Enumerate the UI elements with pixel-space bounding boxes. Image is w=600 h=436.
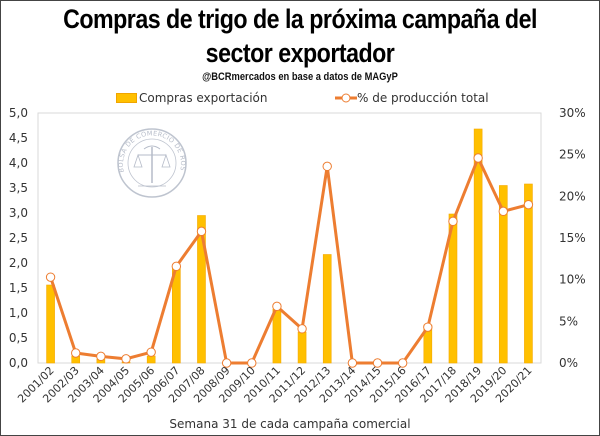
legend-bar-swatch-icon (116, 93, 137, 103)
bar-2001-02 (46, 284, 55, 364)
legend-label-line: % de producción total (357, 91, 489, 105)
legend-label-bars: Compras exportación (139, 91, 268, 105)
line-point-2006-07 (171, 261, 182, 272)
line-point-2020-21 (523, 199, 534, 210)
chart-legend: Compras exportación % de producción tota… (0, 91, 600, 107)
y-left-tick-label: 3,5 (9, 181, 28, 195)
y-right-tick-label: 30% (559, 106, 586, 120)
legend-line-marker-icon (335, 93, 357, 103)
y-left-tick-label: 1,0 (9, 306, 28, 320)
bar-2005-06 (146, 355, 156, 364)
y-right-tick-label: 5% (559, 314, 578, 328)
line-point-2010-11 (272, 301, 282, 312)
y-left-tick-label: 2,5 (9, 231, 28, 245)
y-left-tick-label: 2,0 (9, 256, 28, 270)
line-point-2001-02 (45, 272, 56, 282)
line-point-2019-20 (498, 206, 508, 217)
line-point-2011-12 (297, 324, 307, 334)
y-left-tick-label: 0,5 (9, 331, 28, 345)
bar-2007-08 (197, 215, 206, 364)
svg-text:BOLSA DE COMERCIO DE ROSARIO: BOLSA DE COMERCIO DE ROSARIO (0, 0, 187, 173)
bar-2018-19 (473, 128, 483, 364)
chart-title-line-1: Compras de trigo de la próxima campaña d… (63, 4, 537, 34)
line-point-2002-03 (71, 348, 81, 358)
legend-item-line: % de producción total (335, 91, 489, 105)
line-point-2015-16 (397, 358, 408, 368)
line-point-2016-17 (423, 322, 433, 332)
line-point-2012-13 (322, 161, 332, 172)
y-right-tick-label: 15% (559, 231, 586, 245)
chart-subtitle: @BCRmercados en base a datos de MAGyP (202, 71, 398, 83)
bar-2017-18 (448, 213, 458, 364)
chart-title-line-2: sector exportador (205, 38, 395, 68)
y-right-tick-label: 10% (559, 273, 586, 287)
watermark-text: BOLSA DE COMERCIO DE ROSARIO (0, 0, 187, 173)
bar-2006-07 (172, 266, 181, 364)
bar-2019-20 (498, 185, 508, 364)
bolsa-comercio-rosario-logo-icon: BOLSA DE COMERCIO DE ROSARIO (0, 0, 187, 198)
line-point-2014-15 (372, 358, 383, 368)
y-left-tick-label: 5,0 (9, 106, 28, 120)
line-point-2008-09 (221, 358, 232, 368)
bar-2012-13 (322, 254, 332, 364)
line-point-2003-04 (96, 351, 106, 362)
legend-item-bars: Compras exportación (116, 91, 267, 105)
line-point-2005-06 (146, 347, 156, 357)
line-point-2004-05 (121, 354, 131, 364)
bar-2011-12 (297, 331, 307, 364)
y-left-tick-label: 0,0 (9, 356, 28, 370)
y-left-tick-label: 3,0 (9, 206, 28, 220)
bar-2010-11 (272, 308, 282, 364)
y-right-tick-label: 20% (559, 189, 586, 203)
x-axis-label: Semana 31 de cada campaña comercial (169, 417, 410, 431)
y-right-tick-label: 25% (559, 148, 586, 162)
line-point-2007-08 (196, 226, 207, 237)
y-left-tick-label: 4,5 (9, 131, 28, 145)
line-point-2017-18 (448, 216, 458, 227)
y-right-tick-label: 0% (559, 356, 578, 370)
plot-area-border (37, 112, 542, 364)
line-point-2009-10 (247, 358, 257, 368)
line-point-2013-14 (347, 358, 358, 368)
line-point-2018-19 (473, 153, 483, 163)
y-left-tick-label: 4,0 (9, 156, 28, 170)
bar-2020-21 (524, 183, 533, 364)
y-left-tick-label: 1,5 (9, 281, 28, 295)
